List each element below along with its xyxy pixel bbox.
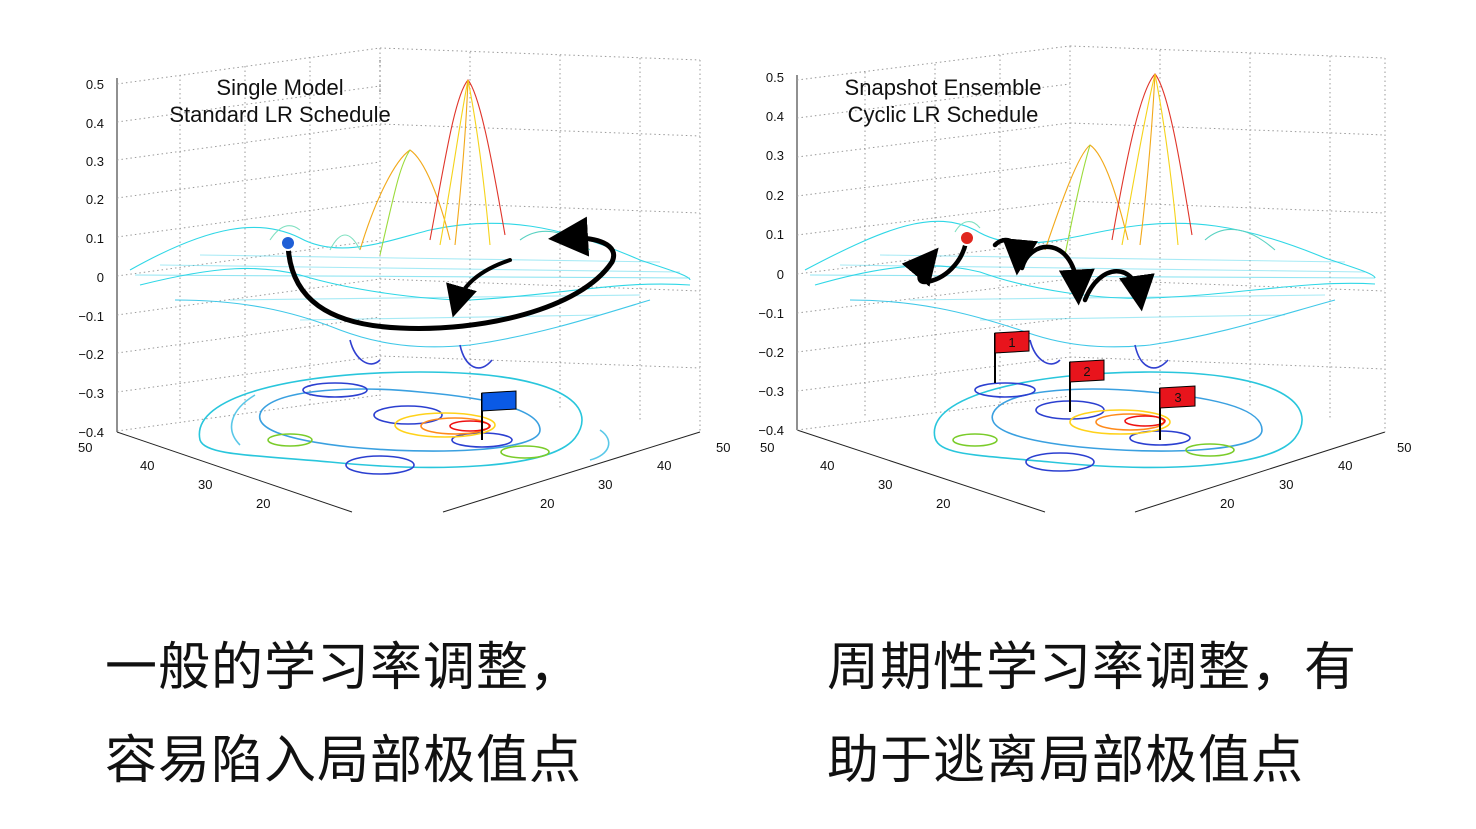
z-tick: 0 (97, 270, 104, 285)
panel-title-line1: Single Model (216, 75, 343, 100)
left-axes (116, 60, 701, 513)
z-tick: 0.4 (766, 109, 784, 124)
right-back-axis-ticks: 50 40 30 20 (760, 440, 950, 511)
z-tick: 0.1 (86, 231, 104, 246)
right-contour-map (933, 371, 1303, 472)
z-tick: −0.3 (758, 384, 784, 399)
axis-tick: 20 (256, 496, 270, 511)
right-panel: 0.5 0.4 0.3 0.2 0.1 0 −0.1 −0.2 −0.3 −0.… (758, 45, 1411, 513)
start-marker (959, 230, 975, 246)
z-tick: −0.4 (78, 425, 104, 440)
axis-tick: 30 (1279, 477, 1293, 492)
axis-tick: 40 (1338, 458, 1352, 473)
axis-tick: 40 (140, 458, 154, 473)
axis-tick: 30 (598, 477, 612, 492)
z-tick: 0.1 (766, 227, 784, 242)
z-tick: −0.4 (758, 423, 784, 438)
axis-tick: 50 (716, 440, 730, 455)
axis-tick: 20 (936, 496, 950, 511)
start-marker (280, 235, 296, 251)
flag-label: 3 (1174, 390, 1181, 405)
caption-left-line1: 一般的学习率调整， (105, 638, 583, 698)
z-tick: 0.5 (766, 70, 784, 85)
axis-tick: 50 (1397, 440, 1411, 455)
right-right-axis-ticks: 50 40 30 20 (1220, 440, 1411, 511)
flag-shape (481, 390, 517, 412)
right-grid (796, 45, 1386, 432)
z-tick: −0.1 (758, 306, 784, 321)
caption-right-line1: 周期性学习率调整，有 (827, 638, 1358, 698)
flag-3: 3 (1159, 385, 1196, 440)
axis-tick: 50 (78, 440, 92, 455)
caption-right-line2: 助于逃离局部极值点 (827, 731, 1305, 791)
z-tick: −0.2 (758, 345, 784, 360)
left-flag (481, 390, 517, 440)
z-tick: −0.3 (78, 386, 104, 401)
axis-tick: 20 (540, 496, 554, 511)
z-tick: 0.2 (766, 188, 784, 203)
axis-tick: 40 (657, 458, 671, 473)
right-trajectory (901, 237, 1155, 312)
z-tick: 0.5 (86, 77, 104, 92)
left-contour-map (198, 371, 610, 475)
z-tick: 0.3 (766, 148, 784, 163)
caption-left-line2: 容易陷入局部极值点 (105, 731, 583, 791)
left-z-ticks: 0.5 0.4 0.3 0.2 0.1 0 −0.1 −0.2 −0.3 −0.… (78, 77, 104, 440)
panel-title-line2: Cyclic LR Schedule (848, 102, 1039, 127)
left-right-axis-ticks: 50 40 30 20 (540, 440, 730, 511)
z-tick: 0.3 (86, 154, 104, 169)
axis-tick: 40 (820, 458, 834, 473)
flag-2: 2 (1069, 359, 1105, 412)
z-tick: −0.2 (78, 347, 104, 362)
right-z-ticks: 0.5 0.4 0.3 0.2 0.1 0 −0.1 −0.2 −0.3 −0.… (758, 70, 784, 438)
flag-1: 1 (994, 330, 1030, 383)
panel-title-line1: Snapshot Ensemble (845, 75, 1042, 100)
left-trajectory (285, 216, 617, 331)
axis-tick: 20 (1220, 496, 1234, 511)
left-back-axis-ticks: 50 40 30 20 (78, 440, 270, 511)
flag-label: 1 (1008, 335, 1015, 350)
axis-tick: 30 (878, 477, 892, 492)
z-tick: −0.1 (78, 309, 104, 324)
flag-label: 2 (1083, 364, 1090, 379)
axis-tick: 30 (198, 477, 212, 492)
z-tick: 0.2 (86, 192, 104, 207)
right-flags: 1 2 3 (994, 330, 1196, 440)
axis-tick: 50 (760, 440, 774, 455)
panel-title-line2: Standard LR Schedule (169, 102, 390, 127)
z-tick: 0.4 (86, 116, 104, 131)
left-panel: 0.5 0.4 0.3 0.2 0.1 0 −0.1 −0.2 −0.3 −0.… (78, 47, 730, 513)
right-axes (796, 75, 1386, 513)
z-tick: 0 (777, 267, 784, 282)
